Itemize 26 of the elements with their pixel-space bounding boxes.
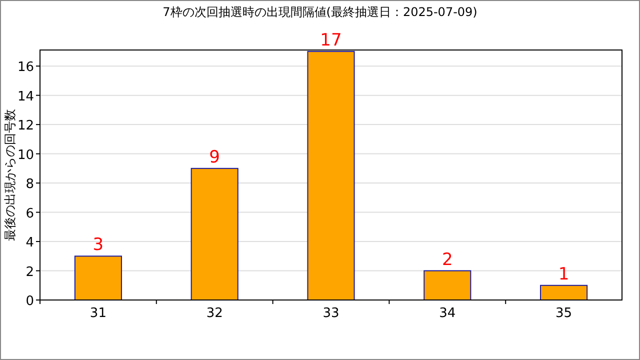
y-tick-label: 10 [17, 148, 34, 163]
data-label: 2 [442, 250, 453, 270]
y-tick-label: 16 [17, 60, 34, 76]
y-tick-label: 8 [26, 177, 34, 192]
y-tick-label: 6 [26, 206, 34, 222]
data-label: 17 [320, 30, 342, 50]
x-tick-label: 32 [206, 306, 223, 321]
x-tick-label: 31 [90, 306, 106, 321]
bar [424, 270, 472, 300]
x-tick-label: 35 [556, 306, 572, 321]
y-tick-label: 12 [17, 118, 34, 134]
bar [540, 284, 588, 300]
bar [190, 168, 238, 300]
y-tick-label: 0 [26, 294, 34, 309]
x-tick-label: 33 [322, 306, 340, 321]
data-label: 9 [209, 147, 220, 168]
x-tick-label: 34 [439, 306, 456, 321]
y-tick-label: 14 [17, 89, 34, 104]
bar [74, 256, 122, 300]
data-label: 3 [92, 235, 104, 256]
y-tick-label: 4 [26, 236, 34, 251]
bar [307, 50, 355, 300]
y-tick-label: 2 [26, 264, 34, 280]
data-label: 1 [558, 264, 570, 284]
y-axis-title: 最後の出現からの回号数 [3, 109, 17, 241]
chart-title: 7枠の次回抽選時の出現間隔値(最終抽選日：2025-07-09) [162, 5, 478, 19]
